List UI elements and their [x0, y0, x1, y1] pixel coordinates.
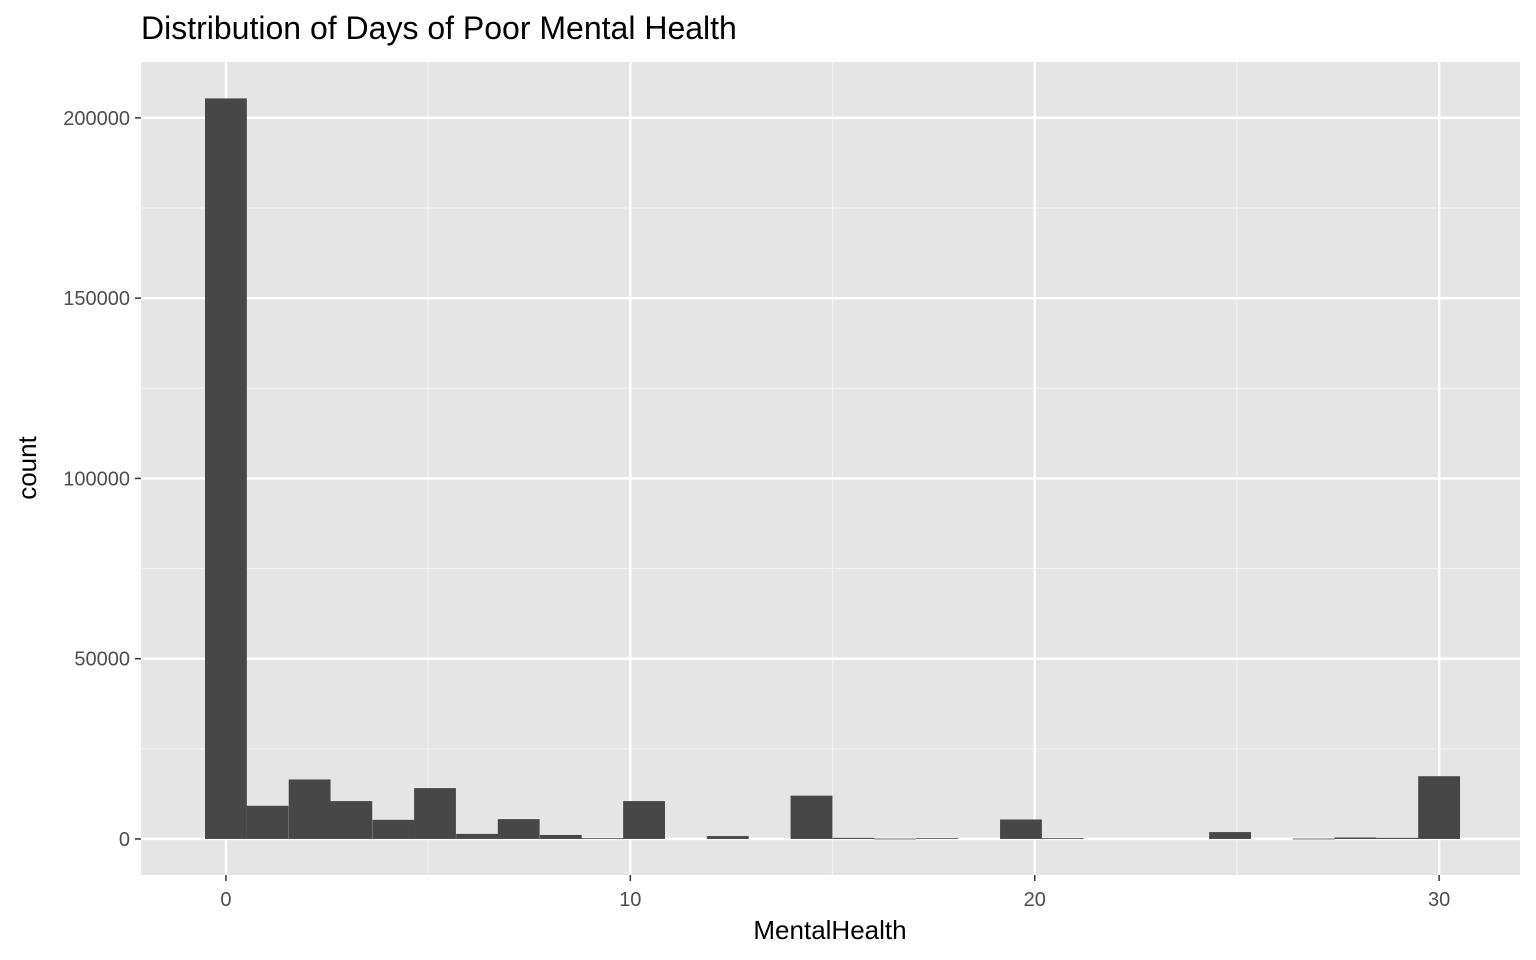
y-tick-label: 200000	[63, 108, 130, 130]
x-tick-label: 0	[220, 889, 231, 911]
histogram-bar-12	[706, 836, 749, 839]
histogram-bar-1	[246, 805, 289, 839]
grid-minor	[141, 62, 1520, 875]
histogram-bar-3	[330, 801, 373, 839]
histogram-bar-10	[623, 801, 665, 839]
histogram-bar-19	[1000, 819, 1042, 839]
histogram-bar-27	[1334, 837, 1377, 839]
y-axis-label: count	[12, 435, 42, 499]
histogram-bar-28	[1376, 837, 1419, 839]
x-tick-label: 10	[619, 889, 641, 911]
x-tick-label: 30	[1428, 889, 1450, 911]
histogram-bar-14	[790, 795, 833, 839]
histogram-bar-20	[1041, 838, 1084, 840]
y-axis: 0 50000 100000 150000 200000	[63, 108, 141, 851]
plot-panel	[141, 62, 1520, 875]
histogram-bar-16	[874, 838, 917, 840]
x-tick-label: 20	[1024, 889, 1046, 911]
histogram-bar-29	[1418, 776, 1461, 839]
histogram-bar-26	[1292, 838, 1335, 840]
x-axis: 0 10 20 30	[220, 875, 1450, 911]
histogram-bar-6	[456, 833, 498, 839]
histogram-bar-4	[372, 819, 415, 839]
x-axis-label: MentalHealth	[753, 915, 906, 945]
histogram-bar-5	[414, 788, 456, 839]
histogram-bar-15	[832, 837, 875, 839]
histogram-bar-0	[205, 98, 247, 839]
histogram-bars	[205, 98, 1461, 840]
histogram-bar-9	[581, 838, 624, 840]
histogram-bar-2	[288, 779, 331, 839]
y-tick-label: 100000	[63, 468, 130, 490]
histogram-bar-24	[1209, 832, 1251, 839]
y-tick-label: 50000	[74, 649, 130, 671]
y-tick-label: 150000	[63, 288, 130, 310]
histogram-bar-7	[497, 819, 540, 839]
histogram-bar-17	[916, 838, 959, 840]
histogram-bar-8	[539, 834, 582, 839]
y-tick-label: 0	[119, 829, 130, 851]
chart-title: Distribution of Days of Poor Mental Heal…	[141, 10, 737, 46]
